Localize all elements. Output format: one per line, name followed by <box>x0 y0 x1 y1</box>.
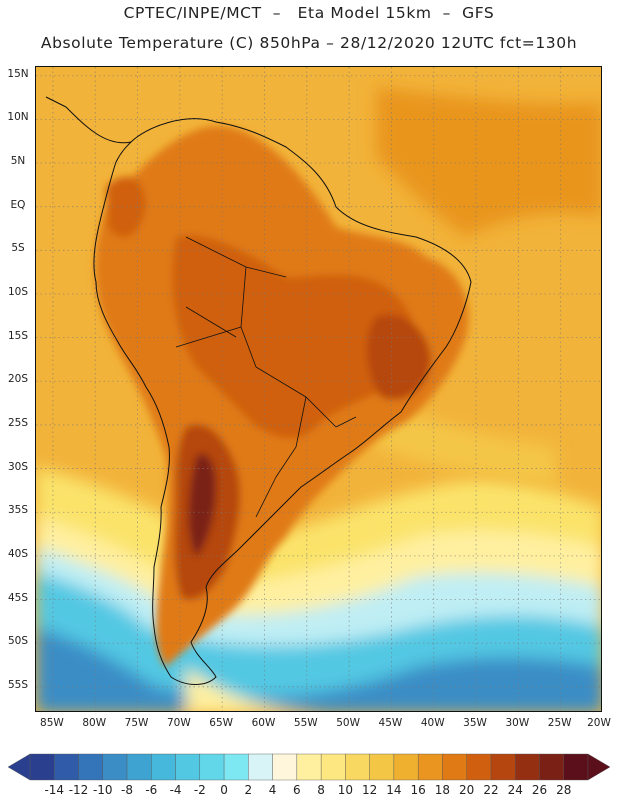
lat-label: 45S <box>7 591 29 604</box>
lat-label: 30S <box>7 460 29 473</box>
colorbar-label: 6 <box>293 783 301 797</box>
color-swatch <box>417 753 443 781</box>
color-swatch <box>490 753 516 781</box>
colorbar-label: -14 <box>44 783 65 797</box>
color-swatch <box>102 753 128 781</box>
lat-label: 25S <box>7 416 29 429</box>
lat-label: 10N <box>7 111 29 124</box>
lat-label: 55S <box>7 678 29 691</box>
lon-label: 65W <box>209 717 234 729</box>
colorbar-label: 24 <box>507 783 523 797</box>
lon-label: 60W <box>251 717 276 729</box>
color-swatch <box>54 753 79 781</box>
color-swatch <box>393 753 419 781</box>
lat-label: 10S <box>7 285 29 298</box>
colorbar-label: -6 <box>145 783 158 797</box>
lat-label: 5N <box>10 155 26 168</box>
lat-label: 5S <box>11 242 25 255</box>
peak-heat <box>188 453 216 557</box>
colorbar-label: -4 <box>169 783 182 797</box>
continent-hot <box>172 235 417 439</box>
colorbar-label: 12 <box>362 783 378 797</box>
color-swatch <box>563 753 589 781</box>
blue-band <box>36 627 601 711</box>
colorbar-label: 0 <box>220 783 228 797</box>
colorbar-label: 18 <box>434 783 451 797</box>
colorbar-label: -12 <box>68 783 89 797</box>
color-swatch <box>320 753 346 781</box>
continent-fields <box>95 125 469 668</box>
lon-label: 55W <box>293 717 318 729</box>
colorbar-min-arrow <box>7 753 31 781</box>
color-swatch <box>126 753 152 781</box>
lon-label: 45W <box>378 717 403 729</box>
colorbar-label: 4 <box>268 783 277 797</box>
lat-label: 50S <box>7 635 29 648</box>
lon-label: 50W <box>336 717 360 729</box>
country-borders <box>175 236 357 518</box>
brazil-hot-spot <box>366 314 431 400</box>
colorbar-label: -8 <box>121 783 134 797</box>
color-swatch <box>466 753 492 781</box>
lat-label: 20S <box>7 373 29 386</box>
title-line-1: CPTEC/INPE/MCT – Eta Model 15km – GFS <box>123 4 495 22</box>
pale-bottom-band <box>186 667 300 711</box>
colorbar-label: 2 <box>244 783 253 797</box>
color-swatch <box>369 753 395 781</box>
temperature-map <box>36 67 601 711</box>
lon-label: 75W <box>124 717 149 729</box>
south-america-coast <box>93 118 472 685</box>
color-swatch <box>175 753 201 781</box>
coastlines <box>45 96 472 685</box>
lon-label: 35W <box>463 717 487 729</box>
color-swatch <box>272 753 298 781</box>
color-swatch <box>539 753 564 781</box>
lon-label: 40W <box>420 717 445 729</box>
lon-label: 20W <box>587 717 611 729</box>
colorbar-label: -2 <box>193 783 206 797</box>
colorbar-label: 16 <box>410 783 426 797</box>
lon-label: 80W <box>82 717 107 729</box>
lat-label: EQ <box>10 198 26 211</box>
color-swatch <box>151 753 176 781</box>
color-swatch <box>296 753 322 781</box>
lat-label: 40S <box>7 547 29 560</box>
lat-label: 15N <box>7 67 29 80</box>
lat-label: 35S <box>7 504 29 517</box>
colorbar-label: 26 <box>531 783 548 797</box>
lon-label: 30W <box>505 717 530 729</box>
lon-label: 25W <box>547 717 572 729</box>
map-frame <box>35 66 602 712</box>
color-swatch <box>248 753 273 781</box>
central-america-coast <box>45 96 132 144</box>
colorbar-label: 8 <box>317 783 325 797</box>
lon-label: 85W <box>40 717 64 729</box>
lat-label: 15S <box>7 329 29 342</box>
colorbar-label: 10 <box>337 783 354 797</box>
color-swatch <box>223 753 249 781</box>
color-swatch <box>29 753 55 781</box>
lon-label: 70W <box>166 717 191 729</box>
colorbar-label: 20 <box>459 783 475 797</box>
colorbar-label: -10 <box>92 783 113 797</box>
color-swatch <box>515 753 540 781</box>
title-line-2: Absolute Temperature (C) 850hPa – 28/12/… <box>40 34 578 52</box>
color-swatch <box>442 753 467 781</box>
colorbar-label: 14 <box>386 783 402 797</box>
color-swatch <box>78 753 103 781</box>
color-scale-bar <box>7 753 611 781</box>
colorbar-label: 28 <box>556 783 572 797</box>
color-swatch <box>345 753 370 781</box>
colorbar-label: 22 <box>483 783 499 797</box>
lat-lon-grid <box>36 67 601 711</box>
color-swatch <box>199 753 225 781</box>
colorbar-max-arrow <box>587 753 611 781</box>
